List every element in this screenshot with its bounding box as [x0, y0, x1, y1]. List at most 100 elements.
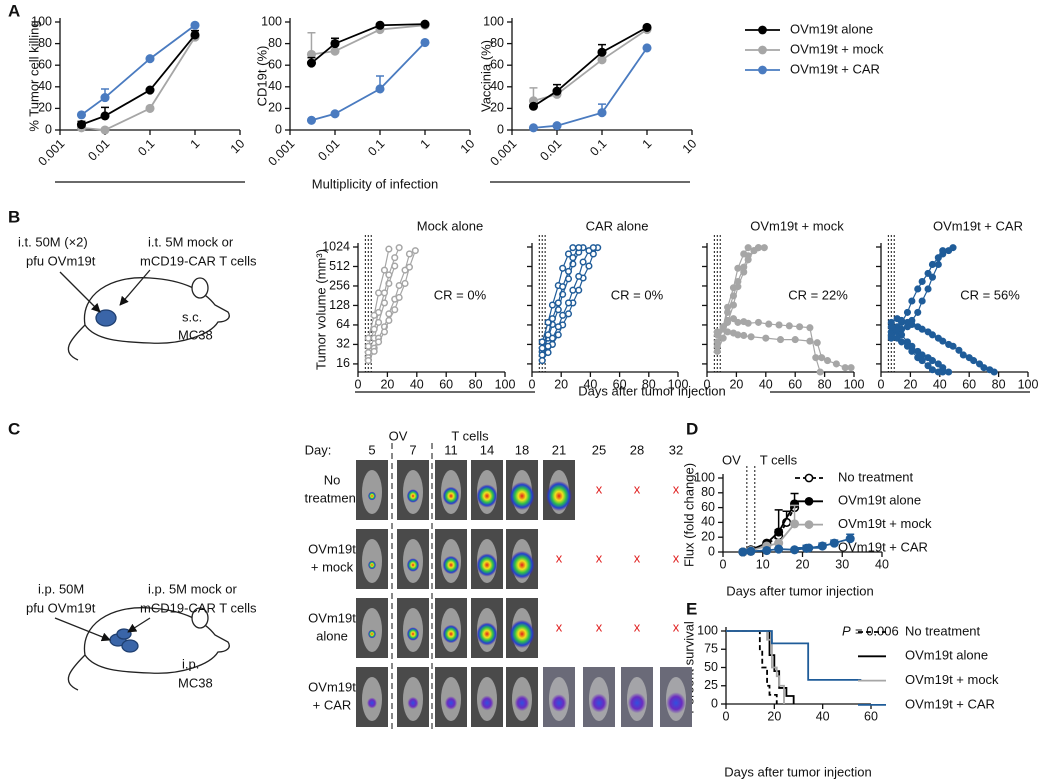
signal: [406, 627, 420, 641]
x-tick-label: 30: [835, 557, 849, 571]
data-point: [887, 331, 895, 339]
data-point: [713, 338, 721, 346]
data-point: [934, 260, 942, 269]
x-tick-label: 60: [962, 377, 976, 391]
data-point: [575, 272, 583, 280]
x-tick-label: 40: [875, 557, 889, 571]
data-point: [190, 30, 200, 40]
y-axis-label: Vaccinia (%): [478, 40, 493, 112]
day-number: 5: [368, 442, 375, 457]
data-point: [791, 336, 799, 344]
y-tick-label: 100: [31, 14, 52, 28]
data-point: [569, 254, 577, 262]
data-point: [564, 310, 573, 318]
data-point: [893, 334, 901, 342]
data-point: [538, 344, 546, 352]
legend-label: OVm19t alone: [905, 648, 988, 663]
series-line: [533, 28, 648, 102]
data-point: [100, 111, 110, 121]
legend-marker: [804, 473, 814, 483]
data-point: [370, 347, 378, 355]
legend-label: OVm19t + CAR: [905, 696, 995, 711]
data-point: [370, 325, 378, 333]
data-point: [538, 351, 546, 359]
y-tick-label: 20: [490, 101, 504, 115]
x-tick-label: 0.1: [135, 137, 157, 159]
y-tick-label: 512: [329, 259, 350, 273]
data-point: [934, 360, 942, 368]
y-tick-label: 80: [38, 36, 52, 50]
data-point: [306, 58, 317, 68]
data-point: [980, 364, 988, 372]
x-tick-label: 0: [704, 377, 711, 391]
y-tick-label: 0: [711, 696, 718, 710]
chart-title: CAR alone: [586, 218, 649, 233]
legend-label: OVm19t + CAR: [790, 61, 880, 76]
schematic-text: i.t. 5M mock or: [148, 234, 234, 249]
data-point: [597, 47, 607, 57]
chart-title: Mock alone: [417, 218, 483, 233]
data-point: [734, 277, 742, 286]
schematic-text: i.p. 50M: [38, 581, 84, 596]
data-point: [395, 281, 403, 290]
x-tick-label: 0.001: [487, 137, 519, 169]
x-tick-label: 60: [788, 377, 802, 391]
legend-label: OVm19t alone: [838, 493, 921, 508]
row-label: OVm19t: [308, 610, 356, 625]
deceased-mark: x: [596, 481, 603, 496]
data-point: [724, 316, 732, 325]
data-point: [729, 292, 738, 300]
y-tick-label: 64: [336, 317, 350, 331]
annotation: CR = 0%: [611, 287, 664, 302]
signal: [406, 558, 420, 572]
signal: [476, 484, 498, 508]
y-axis-label: Flux (fold change): [681, 463, 696, 567]
y-tick-label: 256: [329, 278, 350, 292]
y-tick-label: 75: [704, 642, 718, 656]
panel-letter: B: [8, 207, 20, 226]
x-tick-label: 100: [1018, 377, 1039, 391]
deceased-mark: x: [556, 619, 563, 634]
annotation: CR = 22%: [788, 287, 848, 302]
data-point: [76, 120, 87, 130]
x-axis-label: Multiplicity of infection: [312, 176, 438, 191]
data-point: [364, 357, 372, 365]
data-point: [918, 277, 926, 286]
annotation: = 0.006: [855, 623, 899, 638]
x-tick-label: 0: [529, 377, 536, 391]
data-point: [776, 336, 785, 344]
x-tick-label: 40: [759, 377, 773, 391]
data-point: [564, 250, 573, 258]
data-point: [924, 285, 932, 293]
data-point: [554, 299, 562, 307]
y-tick-label: 0: [708, 544, 715, 558]
data-point: [330, 109, 340, 119]
data-point: [100, 125, 110, 135]
data-point: [585, 262, 593, 270]
y-tick-label: 0: [275, 122, 282, 136]
data-point: [845, 534, 855, 544]
x-tick-label: 1: [640, 137, 655, 152]
data-point: [401, 279, 409, 288]
data-point: [642, 22, 652, 32]
row-label: + CAR: [313, 697, 352, 712]
legend-marker: [758, 25, 767, 35]
data-point: [724, 308, 732, 316]
x-tick-label: 1: [188, 137, 203, 152]
signal: [666, 692, 686, 714]
legend-label: No treatment: [905, 623, 981, 638]
y-axis-label: % Tumor cell killing: [26, 20, 41, 131]
data-point: [734, 331, 742, 339]
schematic-text: pfu OVm19t: [26, 253, 96, 268]
day-number: 21: [552, 442, 566, 457]
data-point: [538, 357, 546, 365]
signal: [509, 550, 535, 580]
t-cells-label: T cells: [451, 428, 489, 443]
legend-label: No treatment: [838, 469, 914, 484]
data-point: [420, 19, 430, 29]
data-point: [395, 244, 403, 252]
signal: [509, 619, 535, 649]
y-tick-label: 100: [483, 14, 504, 28]
signal: [367, 697, 377, 709]
data-point: [380, 289, 389, 297]
